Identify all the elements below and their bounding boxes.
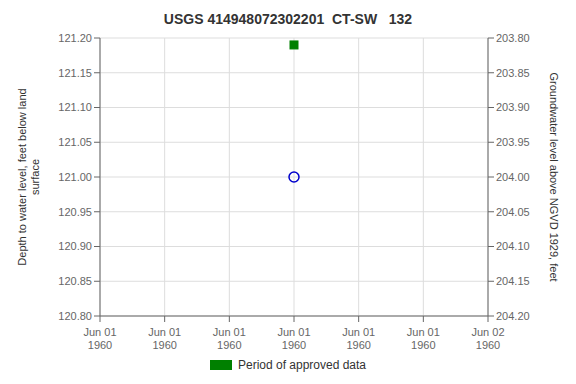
svg-text:204.10: 204.10 [496,240,530,252]
svg-text:204.20: 204.20 [496,310,530,322]
svg-text:Jun 011960: Jun 011960 [407,326,440,351]
svg-text:Jun 011960: Jun 011960 [83,326,116,351]
svg-text:121.00: 121.00 [58,171,92,183]
svg-text:203.80: 203.80 [496,32,530,44]
svg-text:121.05: 121.05 [58,136,92,148]
html-text:Period of approved data: Period of approved data [238,358,366,372]
svg-text:121.15: 121.15 [58,67,92,79]
svg-text:Jun 011960: Jun 011960 [148,326,181,351]
svg-text:120.90: 120.90 [58,240,92,252]
svg-text:Depth to water level, feet bel: Depth to water level, feet below landsur… [16,88,41,265]
svg-text:204.15: 204.15 [496,275,530,287]
svg-text:204.05: 204.05 [496,206,530,218]
svg-text:Jun 021960: Jun 021960 [471,326,504,351]
svg-text:203.85: 203.85 [496,67,530,79]
svg-text:Groundwater level above NGVD 1: Groundwater level above NGVD 1929, feet [548,72,560,281]
svg-text:203.90: 203.90 [496,101,530,113]
svg-text:121.10: 121.10 [58,101,92,113]
svg-text:120.80: 120.80 [58,310,92,322]
svg-text:203.95: 203.95 [496,136,530,148]
svg-text:Jun 011960: Jun 011960 [213,326,246,351]
svg-text:Jun 011960: Jun 011960 [342,326,375,351]
svg-text:Jun 011960: Jun 011960 [277,326,310,351]
svg-text:204.00: 204.00 [496,171,530,183]
svg-text:120.85: 120.85 [58,275,92,287]
svg-text:121.20: 121.20 [58,32,92,44]
svg-text:120.95: 120.95 [58,206,92,218]
html-text:USGS 414948072302201 CT-SW 132: USGS 414948072302201 CT-SW 132 [163,11,413,27]
